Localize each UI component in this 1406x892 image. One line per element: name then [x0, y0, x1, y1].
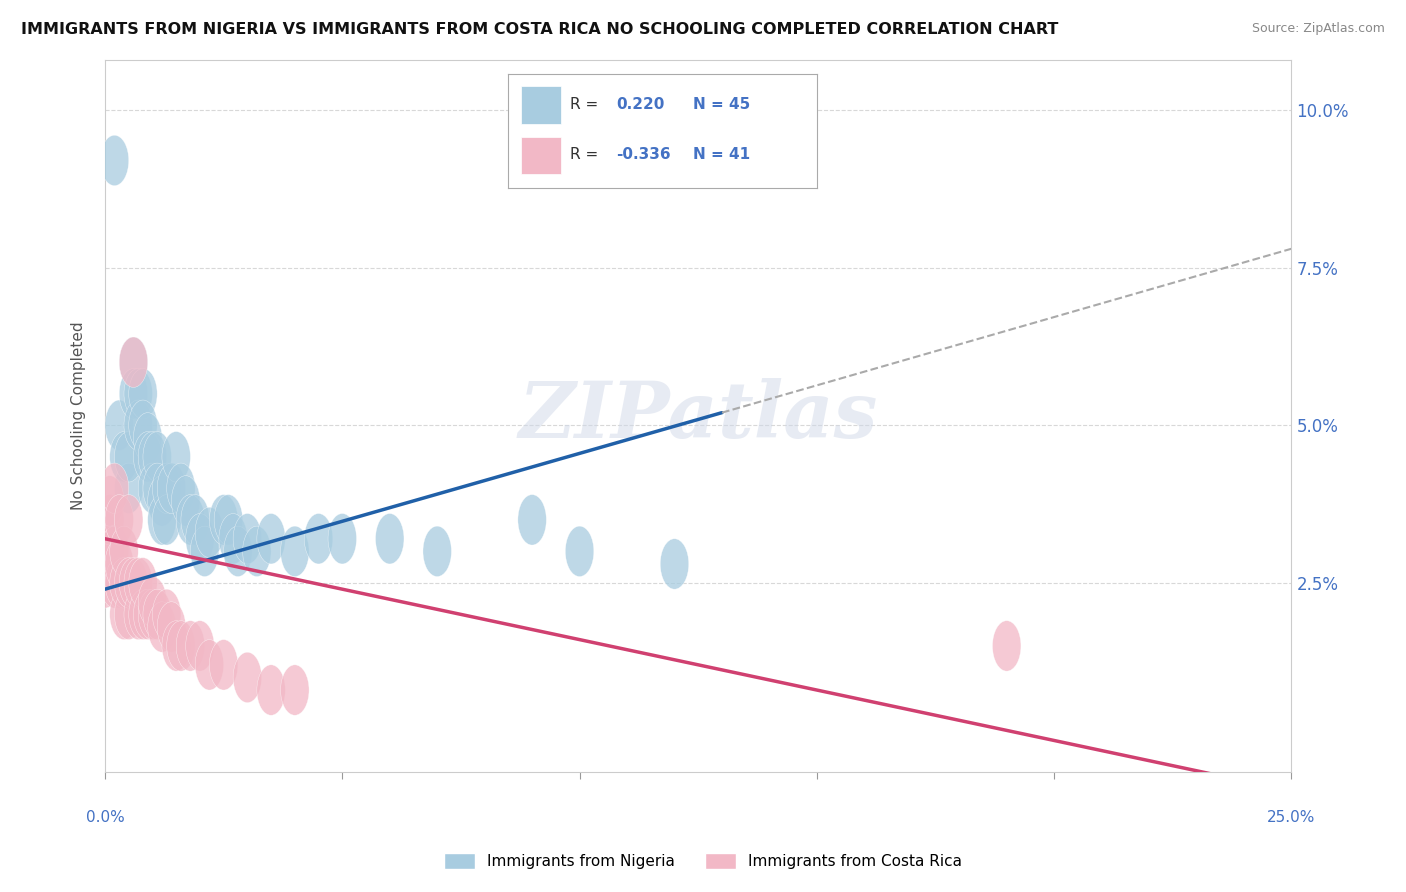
Ellipse shape — [100, 463, 129, 514]
Legend: Immigrants from Nigeria, Immigrants from Costa Rica: Immigrants from Nigeria, Immigrants from… — [437, 847, 969, 875]
Ellipse shape — [517, 494, 547, 545]
Ellipse shape — [100, 136, 129, 186]
Ellipse shape — [176, 494, 205, 545]
Ellipse shape — [190, 526, 219, 576]
Ellipse shape — [143, 432, 172, 482]
Ellipse shape — [148, 602, 176, 652]
Ellipse shape — [328, 514, 357, 564]
Text: Source: ZipAtlas.com: Source: ZipAtlas.com — [1251, 22, 1385, 36]
Ellipse shape — [114, 558, 143, 608]
Ellipse shape — [143, 590, 172, 640]
Ellipse shape — [375, 514, 404, 564]
Ellipse shape — [129, 368, 157, 419]
Ellipse shape — [91, 514, 120, 564]
Ellipse shape — [152, 463, 181, 514]
Text: ZIPatlas: ZIPatlas — [519, 377, 877, 454]
Ellipse shape — [304, 514, 333, 564]
Ellipse shape — [143, 463, 172, 514]
Ellipse shape — [134, 432, 162, 482]
Ellipse shape — [138, 432, 167, 482]
Ellipse shape — [565, 526, 593, 576]
Ellipse shape — [114, 590, 143, 640]
Ellipse shape — [100, 526, 129, 576]
Ellipse shape — [138, 463, 167, 514]
Ellipse shape — [91, 539, 120, 590]
Ellipse shape — [224, 526, 252, 576]
Ellipse shape — [148, 494, 176, 545]
Text: 0.0%: 0.0% — [86, 810, 124, 825]
Ellipse shape — [96, 475, 124, 526]
Ellipse shape — [214, 494, 243, 545]
Ellipse shape — [209, 640, 238, 690]
Ellipse shape — [172, 475, 200, 526]
Ellipse shape — [129, 558, 157, 608]
Text: 25.0%: 25.0% — [1267, 810, 1316, 825]
Ellipse shape — [134, 590, 162, 640]
Ellipse shape — [105, 494, 134, 545]
Ellipse shape — [129, 400, 157, 450]
Ellipse shape — [993, 621, 1021, 671]
Ellipse shape — [243, 526, 271, 576]
Ellipse shape — [114, 494, 143, 545]
Ellipse shape — [96, 526, 124, 576]
Text: IMMIGRANTS FROM NIGERIA VS IMMIGRANTS FROM COSTA RICA NO SCHOOLING COMPLETED COR: IMMIGRANTS FROM NIGERIA VS IMMIGRANTS FR… — [21, 22, 1059, 37]
Ellipse shape — [105, 400, 134, 450]
Ellipse shape — [157, 463, 186, 514]
Ellipse shape — [110, 590, 138, 640]
Ellipse shape — [100, 558, 129, 608]
Ellipse shape — [124, 590, 152, 640]
Ellipse shape — [134, 413, 162, 463]
Ellipse shape — [257, 665, 285, 715]
Ellipse shape — [105, 558, 134, 608]
Ellipse shape — [114, 463, 143, 514]
Ellipse shape — [110, 558, 138, 608]
Ellipse shape — [114, 432, 143, 482]
Ellipse shape — [186, 514, 214, 564]
Ellipse shape — [152, 590, 181, 640]
Ellipse shape — [129, 590, 157, 640]
Ellipse shape — [181, 494, 209, 545]
Ellipse shape — [167, 463, 195, 514]
Ellipse shape — [110, 432, 138, 482]
Ellipse shape — [96, 494, 124, 545]
Ellipse shape — [91, 558, 120, 608]
Ellipse shape — [661, 539, 689, 590]
Ellipse shape — [120, 558, 148, 608]
Ellipse shape — [233, 514, 262, 564]
Ellipse shape — [120, 337, 148, 387]
Ellipse shape — [148, 475, 176, 526]
Ellipse shape — [233, 652, 262, 703]
Ellipse shape — [157, 602, 186, 652]
Ellipse shape — [120, 337, 148, 387]
Ellipse shape — [120, 368, 148, 419]
Ellipse shape — [138, 576, 167, 627]
Ellipse shape — [176, 621, 205, 671]
Ellipse shape — [138, 590, 167, 640]
Ellipse shape — [195, 508, 224, 558]
Ellipse shape — [186, 621, 214, 671]
Y-axis label: No Schooling Completed: No Schooling Completed — [72, 321, 86, 510]
Ellipse shape — [110, 526, 138, 576]
Ellipse shape — [195, 640, 224, 690]
Ellipse shape — [124, 558, 152, 608]
Ellipse shape — [167, 621, 195, 671]
Ellipse shape — [152, 494, 181, 545]
Ellipse shape — [209, 494, 238, 545]
Ellipse shape — [162, 432, 190, 482]
Ellipse shape — [281, 665, 309, 715]
Ellipse shape — [162, 621, 190, 671]
Ellipse shape — [124, 400, 152, 450]
Ellipse shape — [219, 514, 247, 564]
Ellipse shape — [105, 539, 134, 590]
Ellipse shape — [124, 368, 152, 419]
Ellipse shape — [423, 526, 451, 576]
Ellipse shape — [281, 526, 309, 576]
Ellipse shape — [257, 514, 285, 564]
